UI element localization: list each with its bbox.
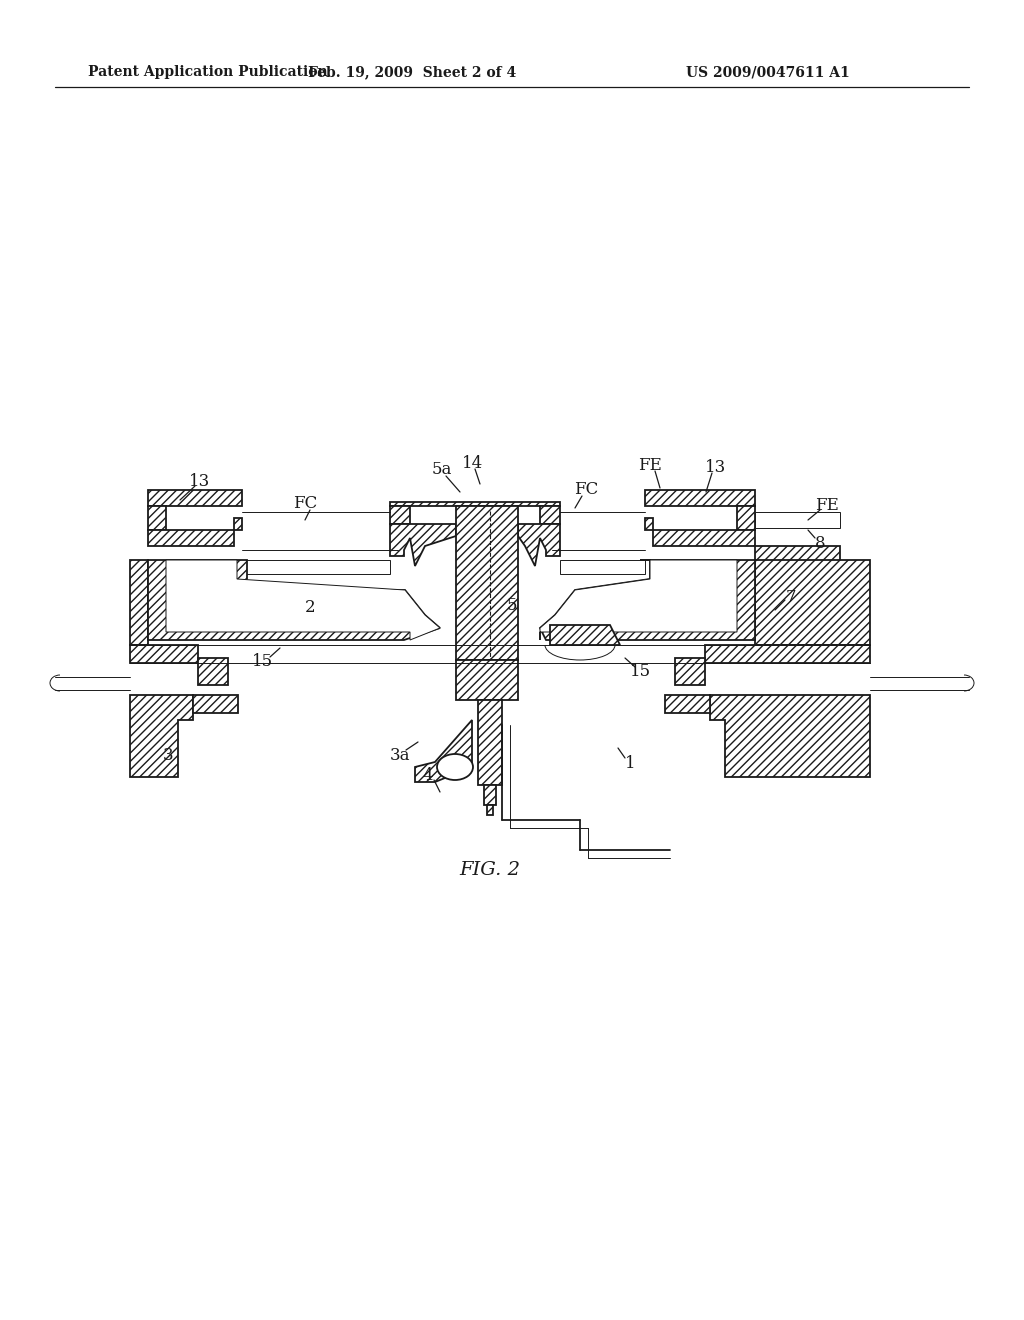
Text: 15: 15	[630, 664, 650, 681]
Polygon shape	[487, 805, 493, 814]
Polygon shape	[705, 645, 870, 663]
Polygon shape	[540, 560, 737, 640]
Polygon shape	[675, 657, 705, 685]
Polygon shape	[148, 506, 166, 531]
Polygon shape	[148, 531, 234, 546]
Polygon shape	[390, 524, 456, 566]
Polygon shape	[665, 696, 710, 713]
Text: FC: FC	[293, 495, 317, 512]
Polygon shape	[484, 785, 496, 805]
Polygon shape	[166, 560, 440, 640]
Polygon shape	[645, 517, 653, 531]
Polygon shape	[645, 490, 755, 506]
Polygon shape	[456, 506, 518, 660]
Text: FE: FE	[815, 498, 839, 515]
Polygon shape	[478, 700, 502, 785]
Polygon shape	[755, 512, 840, 528]
Ellipse shape	[437, 754, 473, 780]
Polygon shape	[755, 560, 870, 645]
Text: FE: FE	[638, 457, 662, 474]
Text: 7: 7	[785, 589, 797, 606]
Polygon shape	[518, 524, 560, 566]
Polygon shape	[130, 645, 198, 663]
Text: 8: 8	[815, 535, 825, 552]
Polygon shape	[130, 696, 193, 777]
Text: Feb. 19, 2009  Sheet 2 of 4: Feb. 19, 2009 Sheet 2 of 4	[308, 65, 516, 79]
Text: 3: 3	[163, 747, 173, 764]
Text: 14: 14	[463, 454, 483, 471]
Text: 3a: 3a	[390, 747, 411, 763]
Polygon shape	[148, 560, 440, 640]
Text: 13: 13	[189, 474, 211, 491]
Text: US 2009/0047611 A1: US 2009/0047611 A1	[686, 65, 850, 79]
Text: FIG. 2: FIG. 2	[460, 861, 520, 879]
Text: 1: 1	[625, 755, 635, 771]
Polygon shape	[193, 696, 238, 713]
Text: 15: 15	[253, 652, 273, 669]
Text: 5a: 5a	[432, 462, 453, 479]
Polygon shape	[755, 546, 840, 566]
Text: 5: 5	[507, 597, 517, 614]
Polygon shape	[390, 506, 410, 524]
Polygon shape	[148, 490, 242, 506]
Polygon shape	[737, 506, 755, 531]
Polygon shape	[130, 560, 148, 645]
Text: FC: FC	[573, 482, 598, 499]
Polygon shape	[550, 624, 620, 645]
Text: Patent Application Publication: Patent Application Publication	[88, 65, 328, 79]
Polygon shape	[198, 657, 228, 685]
Polygon shape	[710, 696, 870, 777]
Text: 4: 4	[423, 767, 433, 784]
Polygon shape	[456, 660, 518, 700]
Polygon shape	[540, 506, 560, 524]
Polygon shape	[415, 719, 472, 781]
Polygon shape	[234, 517, 242, 531]
Polygon shape	[560, 560, 645, 574]
Text: 2: 2	[305, 599, 315, 616]
Polygon shape	[653, 531, 755, 546]
Polygon shape	[390, 502, 560, 506]
Polygon shape	[242, 560, 390, 574]
Polygon shape	[540, 560, 755, 640]
Text: 13: 13	[706, 458, 727, 475]
